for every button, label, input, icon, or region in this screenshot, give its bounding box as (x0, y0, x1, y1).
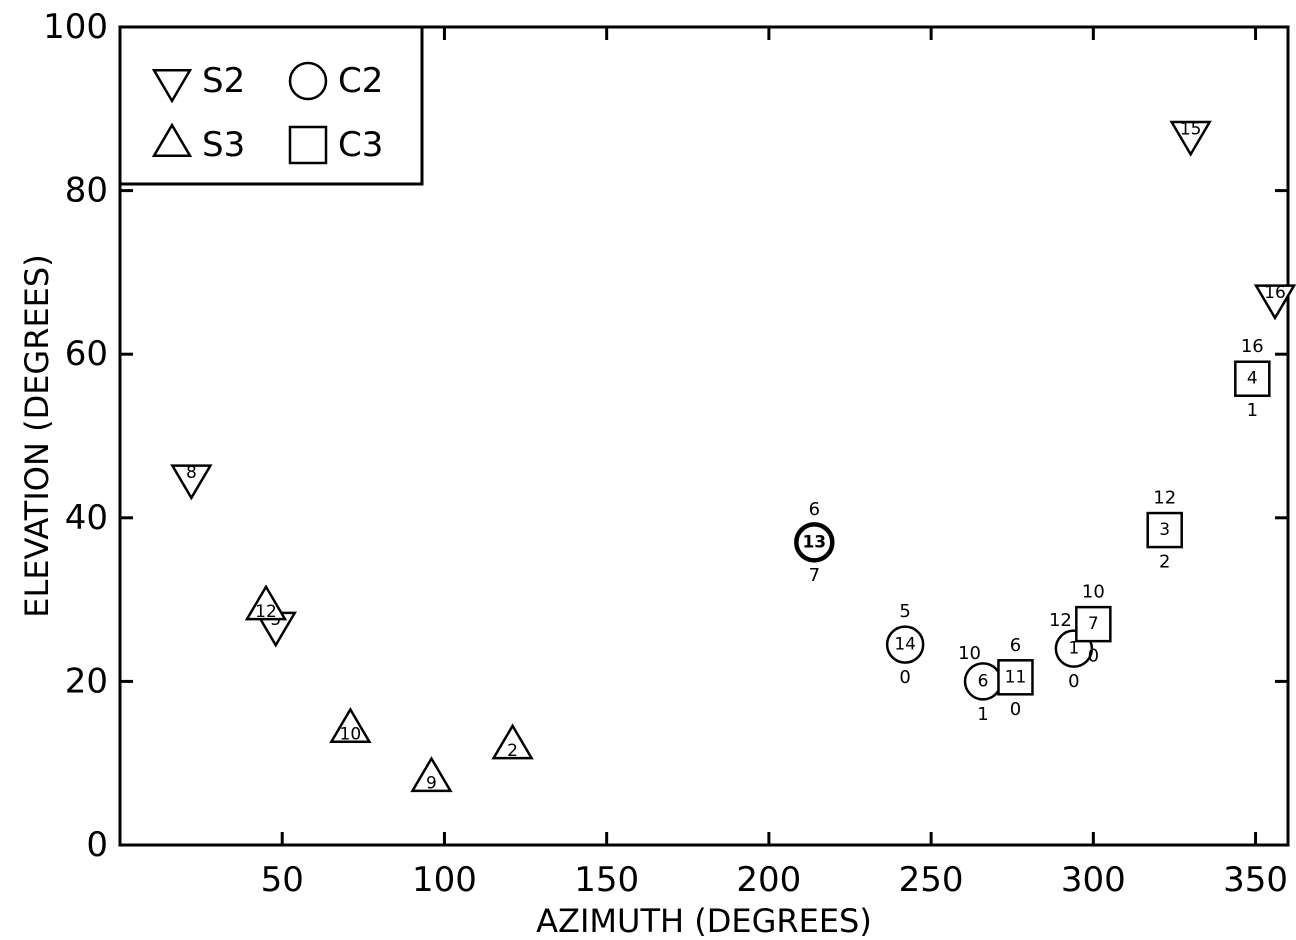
point-annotation-above: 16 (1241, 336, 1264, 357)
C3-point: 3 12 2 (1146, 488, 1183, 573)
point-annotation-below: 1 (977, 704, 988, 725)
point-annotation-below: 1 (1247, 400, 1258, 421)
x-tick-label: 50 (261, 860, 304, 900)
y-tick-label: 20 (65, 661, 108, 701)
point-annotation-above: 6 (1010, 635, 1021, 656)
S3-marker (410, 756, 453, 793)
x-axis-ticks: 50 100 150 200 250 300 350 (261, 27, 1288, 900)
point-label: 11 (1005, 667, 1027, 687)
point-label: 13 (802, 532, 826, 552)
legend-label: S2 (202, 61, 245, 101)
x-tick-label: 350 (1223, 860, 1288, 900)
S3-marker (491, 723, 534, 760)
x-tick-label: 150 (574, 860, 639, 900)
S2-point: 8 (170, 463, 213, 501)
point-annotation-below: 0 (1088, 646, 1099, 667)
data-points: 8515161210921367145061101012116071003122… (170, 119, 1296, 794)
legend-label: C3 (338, 125, 383, 165)
point-annotation-above: 12 (1153, 488, 1176, 509)
S3-point: 10 (329, 707, 372, 744)
point-label: 2 (507, 741, 518, 761)
legend: S2 C2 S3 C3 (118, 25, 424, 186)
C3-point: 11 6 0 (997, 635, 1034, 720)
point-label: 8 (186, 463, 197, 483)
C3-marker (1234, 360, 1271, 397)
point-label: 4 (1247, 369, 1258, 389)
x-tick-label: 200 (736, 860, 801, 900)
C3-point: 4 16 1 (1234, 336, 1271, 421)
point-annotation-left: 12 (1049, 610, 1072, 631)
y-tick-label: 100 (43, 7, 108, 47)
C2-legend-marker (288, 61, 328, 101)
S2-point: 16 (1253, 283, 1296, 321)
S3-marker (329, 707, 372, 744)
S2-marker (1169, 120, 1212, 157)
point-label: 1 (1068, 639, 1079, 659)
point-annotation-below: 2 (1159, 552, 1170, 573)
S2-marker (1253, 284, 1296, 321)
y-tick-label: 60 (65, 334, 108, 374)
C2-marker (794, 522, 835, 563)
point-label: 9 (426, 774, 437, 794)
y-tick-label: 0 (86, 825, 108, 865)
S2-legend-marker (151, 69, 193, 104)
S3-legend-marker (151, 122, 193, 157)
point-label: 14 (894, 635, 916, 655)
C3-marker (1146, 511, 1183, 549)
x-axis-title: AZIMUTH (DEGREES) (536, 902, 872, 940)
point-annotation-left: 10 (958, 643, 981, 664)
point-label: 6 (978, 671, 989, 691)
legend-entry-c3: C3 (288, 125, 383, 165)
x-tick-label: 300 (1061, 860, 1126, 900)
C2-marker (885, 625, 925, 664)
C3-point: 7 10 0 (1075, 582, 1112, 667)
point-label: 10 (340, 724, 362, 744)
point-annotation-below: 0 (1068, 671, 1079, 692)
C3-marker (1075, 605, 1112, 643)
point-label: 7 (1088, 614, 1099, 634)
point-annotation-below: 0 (899, 667, 910, 688)
legend-entry-s2: S2 (151, 61, 245, 104)
C3-marker (997, 659, 1034, 696)
y-tick-label: 40 (65, 498, 108, 538)
C2-point: 14 5 0 (885, 601, 925, 688)
legend-label: S3 (202, 125, 245, 165)
x-tick-label: 250 (899, 860, 964, 900)
S2-marker (170, 464, 213, 501)
point-annotation-above: 5 (899, 601, 910, 622)
C3-legend-marker (288, 125, 328, 165)
point-annotation-above: 10 (1082, 582, 1105, 603)
point-label: 16 (1264, 283, 1286, 303)
point-annotation-below: 0 (1010, 699, 1021, 720)
S2-point: 15 (1169, 119, 1212, 157)
legend-entry-s3: S3 (151, 122, 245, 165)
legend-entry-c2: C2 (288, 61, 383, 101)
point-annotation-below: 7 (809, 565, 820, 586)
legend-label: C2 (338, 61, 383, 101)
point-label: 12 (255, 602, 277, 622)
legend-box (118, 25, 424, 186)
point-annotation-above: 6 (809, 499, 820, 520)
S3-point: 9 (410, 756, 453, 794)
C2-point: 6 1 10 (958, 643, 1003, 725)
y-axis-title: ELEVATION (DEGREES) (18, 254, 56, 617)
S3-marker (244, 584, 288, 621)
point-label: 15 (1180, 119, 1202, 139)
y-tick-label: 80 (65, 171, 108, 211)
S3-point: 12 (244, 584, 288, 622)
point-label: 3 (1159, 520, 1170, 540)
plot-frame (118, 25, 1290, 847)
C2-point: 13 6 7 (794, 499, 835, 586)
S3-point: 2 (491, 723, 534, 761)
x-tick-label: 100 (412, 860, 477, 900)
